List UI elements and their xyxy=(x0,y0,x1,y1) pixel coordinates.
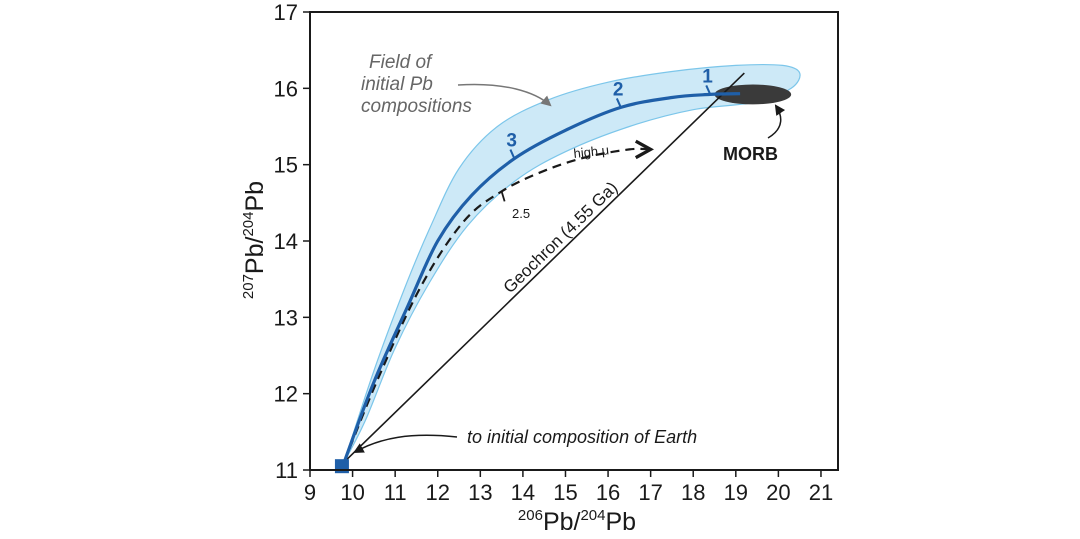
evolution-curve xyxy=(342,92,741,463)
y-axis: 11 12 13 14 15 16 17 xyxy=(274,0,310,483)
y-tick-label: 16 xyxy=(274,76,298,101)
x-tick-label: 19 xyxy=(724,480,748,505)
y-title-base1: Pb/ xyxy=(241,236,269,274)
y-tick-label: 14 xyxy=(274,229,298,254)
age-tick-2 xyxy=(615,98,622,108)
y-tick-label: 11 xyxy=(275,458,298,483)
field-label-line2: initial Pb xyxy=(361,74,433,95)
x-tick-label: 21 xyxy=(809,480,833,505)
x-tick-label: 20 xyxy=(766,480,790,505)
x-tick-label: 15 xyxy=(553,480,577,505)
field-label-line3: compositions xyxy=(361,96,472,117)
y-title-sup2: 204 xyxy=(240,212,257,237)
y-title-base2: Pb xyxy=(241,181,269,212)
age-label-2: 2 xyxy=(613,79,624,100)
morb-arrow xyxy=(767,104,786,139)
x-axis-title: 206Pb/204Pb xyxy=(518,507,636,536)
x-tick-label: 18 xyxy=(681,480,705,505)
initial-composition-label: to initial composition of Earth xyxy=(467,427,697,447)
x-title-base1: Pb/ xyxy=(543,508,581,536)
x-tick-label: 12 xyxy=(425,480,449,505)
age-tick-3 xyxy=(509,149,516,159)
initial-pb-field xyxy=(343,63,801,463)
field-label-line1: Field of xyxy=(369,52,433,73)
y-tick-label: 17 xyxy=(274,0,298,25)
x-tick-label: 13 xyxy=(468,480,492,505)
x-title-base2: Pb xyxy=(606,508,637,536)
age-label-1: 1 xyxy=(702,66,713,87)
x-tick-label: 9 xyxy=(304,480,316,505)
x-tick-label: 10 xyxy=(340,480,364,505)
initial-composition-marker xyxy=(334,459,349,474)
x-tick-label: 11 xyxy=(384,480,407,505)
tick-2-5-mark xyxy=(500,191,506,202)
x-tick-label: 16 xyxy=(596,480,620,505)
x-tick-label: 17 xyxy=(638,480,662,505)
age-label-3: 3 xyxy=(506,131,517,152)
x-title-sup2: 204 xyxy=(580,507,605,524)
geochron-line xyxy=(345,72,745,461)
initial-composition-arrow xyxy=(353,434,458,454)
age-tick-1 xyxy=(705,85,712,95)
geochron-label: Geochron (4.55 Ga) xyxy=(500,178,622,297)
high-mu-label: high μ xyxy=(573,142,610,161)
y-axis-title: 207Pb/204Pb xyxy=(240,181,269,299)
age-tick-group: 1 2 3 xyxy=(500,66,713,202)
x-axis: 9 10 11 12 13 14 15 16 17 18 19 20 21 xyxy=(304,470,833,505)
field-label-arrow xyxy=(457,83,552,107)
y-title-sup1: 207 xyxy=(240,274,257,299)
x-tick-label: 14 xyxy=(511,480,535,505)
y-tick-label: 12 xyxy=(274,382,298,407)
y-tick-label: 13 xyxy=(274,305,298,330)
morb-label: MORB xyxy=(723,144,778,164)
tick-2-5-label: 2.5 xyxy=(512,206,530,221)
morb-ellipse xyxy=(714,84,792,105)
high-mu-curve xyxy=(343,149,650,463)
x-title-sup1: 206 xyxy=(518,507,543,524)
y-tick-label: 15 xyxy=(274,153,298,178)
